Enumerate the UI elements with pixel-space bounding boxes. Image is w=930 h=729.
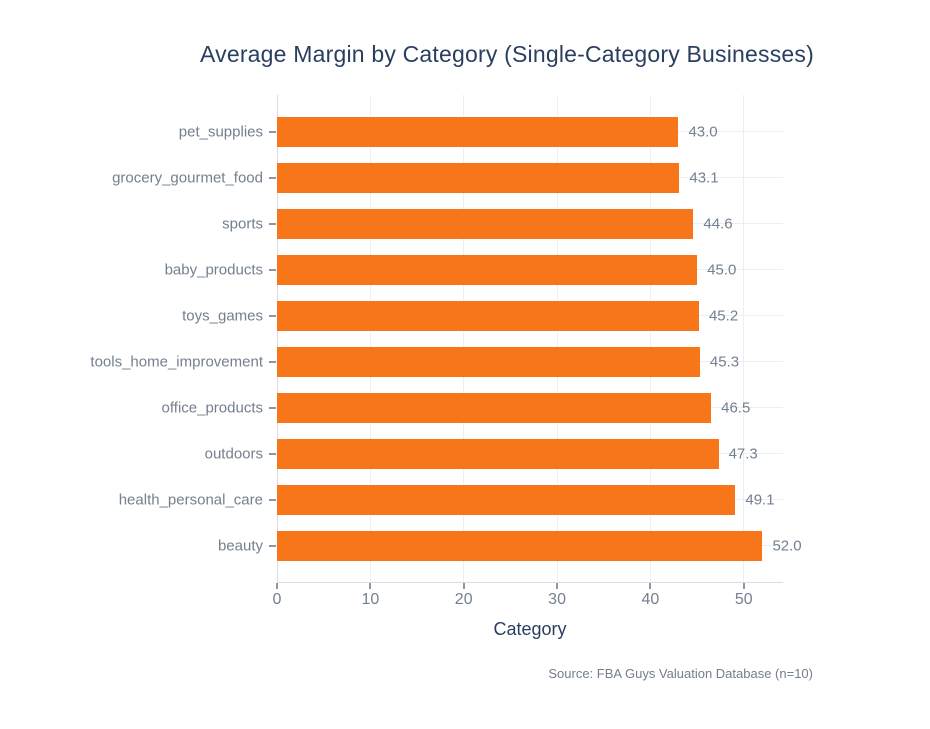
value-label: 52.0 <box>772 537 802 554</box>
category-label: pet_supplies <box>178 123 263 140</box>
chart-title: Average Margin by Category (Single-Categ… <box>200 41 814 67</box>
category-label: outdoors <box>204 445 263 462</box>
bar <box>277 208 694 239</box>
value-label: 44.6 <box>703 215 733 232</box>
x-tick-label: 30 <box>548 591 566 608</box>
source-note: Source: FBA Guys Valuation Database (n=1… <box>548 666 813 681</box>
x-tick-mark <box>276 583 278 589</box>
x-tick-label: 10 <box>361 591 380 608</box>
bar <box>277 346 700 377</box>
vertical-gridline <box>743 95 745 583</box>
value-label: 43.0 <box>688 123 718 140</box>
y-tick-mark <box>269 176 276 179</box>
value-label: 49.1 <box>745 491 775 508</box>
bar <box>277 530 763 561</box>
value-label: 45.0 <box>707 261 737 278</box>
value-label: 47.3 <box>728 445 758 462</box>
vertical-gridline <box>556 95 558 583</box>
y-tick-mark <box>269 452 276 455</box>
y-tick-mark <box>269 268 276 271</box>
x-tick-label: 40 <box>641 591 660 608</box>
vertical-gridline <box>369 95 371 583</box>
x-tick-mark <box>369 583 372 589</box>
y-tick-mark <box>269 222 276 225</box>
y-tick-mark <box>269 360 276 363</box>
plot-area: 43.0 43.1 44.6 45.0 45.2 45.3 46.5 47.3 49.1 52.0 <box>277 95 802 583</box>
bar <box>277 162 680 193</box>
y-tick-mark <box>269 314 276 317</box>
x-tick-mark <box>462 583 465 589</box>
bar <box>277 392 712 423</box>
vertical-gridline <box>649 95 651 583</box>
category-label: tools_home_improvement <box>90 353 263 370</box>
x-tick-label: 0 <box>272 591 282 608</box>
bar <box>277 116 679 147</box>
value-label: 46.5 <box>721 399 751 416</box>
x-tick-label: 20 <box>454 591 473 608</box>
y-tick-mark <box>269 498 276 501</box>
bar <box>277 438 719 469</box>
y-tick-mark <box>269 406 276 409</box>
value-label: 45.2 <box>708 307 739 324</box>
y-tick-mark <box>269 544 276 547</box>
x-tick-label: 50 <box>734 591 753 608</box>
category-label: health_personal_care <box>118 491 263 508</box>
value-label: 43.1 <box>689 169 719 186</box>
y-tick-mark <box>269 130 276 133</box>
x-tick-mark <box>649 583 652 589</box>
value-label: 45.3 <box>709 353 740 370</box>
category-label: toys_games <box>182 307 263 324</box>
x-axis-title: Category <box>493 619 567 639</box>
category-label: beauty <box>217 537 263 554</box>
category-label: baby_products <box>164 261 263 278</box>
bar <box>277 300 699 331</box>
category-label: sports <box>222 215 263 232</box>
category-label: office_products <box>161 399 263 416</box>
y-axis-line <box>277 95 278 583</box>
vertical-gridline <box>463 95 465 583</box>
x-tick-mark <box>742 583 745 589</box>
bar <box>277 484 736 515</box>
category-label: grocery_gourmet_food <box>112 169 263 186</box>
bar <box>277 254 698 285</box>
x-axis-line <box>277 582 783 583</box>
x-tick-mark <box>556 583 559 589</box>
